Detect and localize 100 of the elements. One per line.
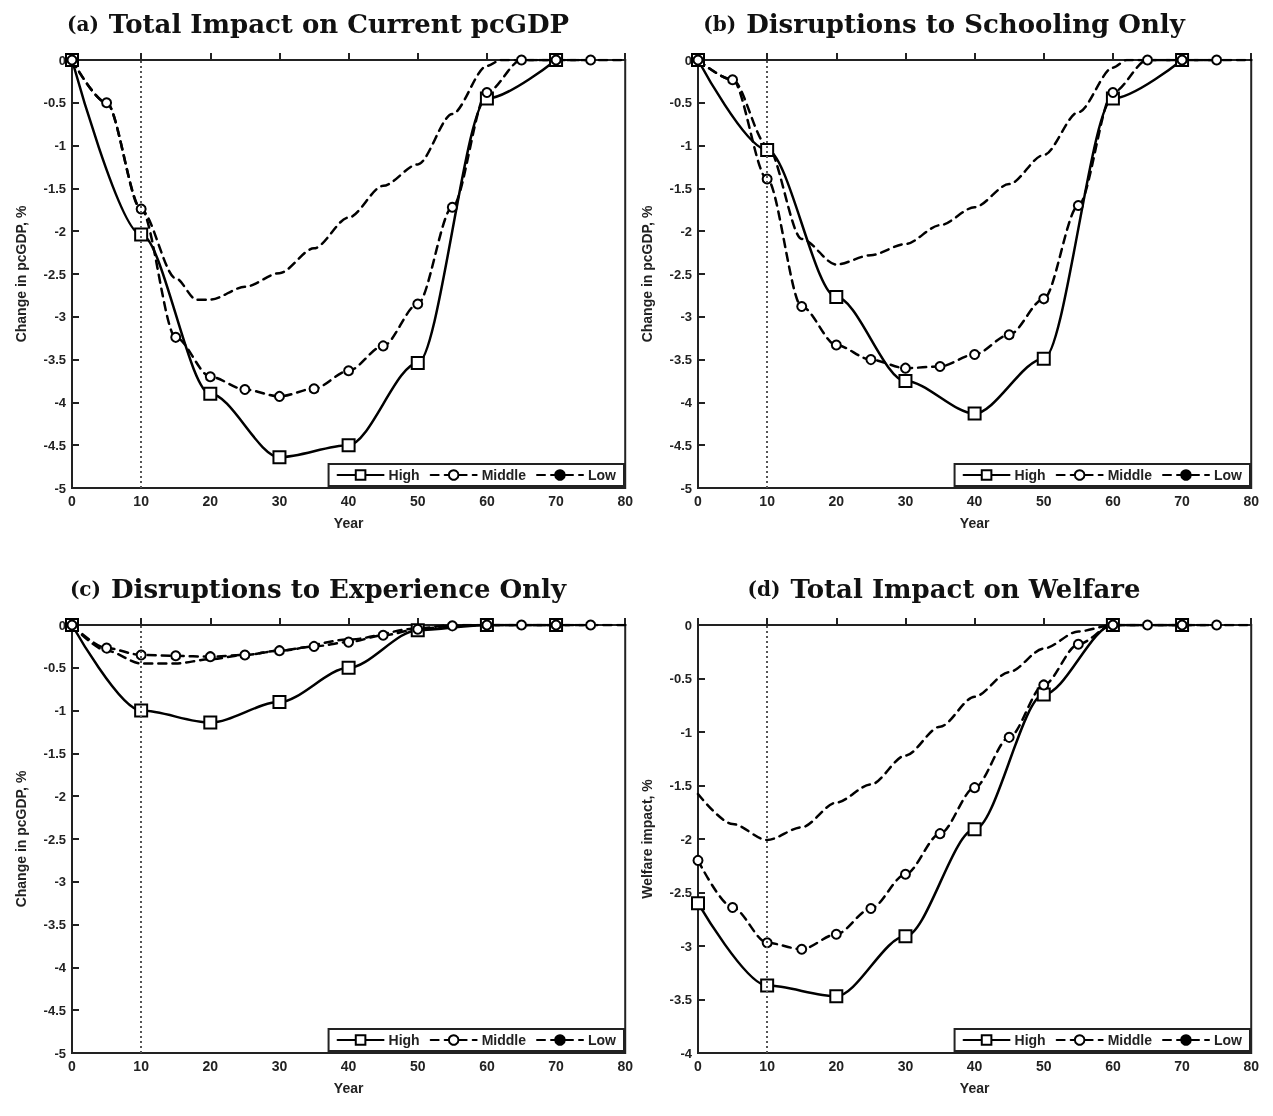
x-tick-label: 20	[202, 493, 219, 509]
y-tick-label: -0.5	[43, 660, 66, 676]
y-tick-label: -0.5	[669, 95, 692, 111]
x-tick-label: 10	[759, 493, 776, 509]
y-tick-label: 0	[58, 617, 66, 633]
legend-label: High	[1014, 467, 1046, 483]
x-axis-title: Year	[333, 515, 364, 531]
x-tick-label: 40	[966, 493, 983, 509]
x-tick-label: 0	[694, 493, 703, 509]
x-tick-label: 70	[548, 493, 565, 509]
y-tick-label: -3.5	[669, 352, 692, 368]
y-tick-label: -1.5	[43, 180, 66, 196]
chart-title: (a) Total Impact on Current pcGDP	[66, 9, 570, 39]
y-tick-label: -1.5	[669, 180, 692, 196]
y-axis-title: Welfare impact, %	[639, 778, 655, 899]
legend-label: Low	[588, 1032, 617, 1048]
y-tick-label: -4	[680, 1045, 693, 1061]
x-tick-label: 20	[828, 493, 845, 509]
y-tick-label: -3	[680, 938, 692, 954]
y-tick-label: -2	[680, 223, 692, 239]
x-tick-label: 0	[68, 1058, 77, 1074]
x-tick-label: 0	[694, 1058, 703, 1074]
x-tick-label: 80	[1243, 1058, 1260, 1074]
x-tick-label: 60	[1105, 1058, 1121, 1074]
chart-title: (c) Disruptions to Experience Only	[69, 574, 567, 604]
x-tick-label: 80	[1243, 493, 1260, 509]
legend-label: Middle	[481, 467, 527, 483]
chart-title: (d) Total Impact on Welfare	[747, 574, 1141, 604]
x-tick-label: 40	[966, 1058, 983, 1074]
y-tick-label: 0	[684, 52, 692, 68]
legend-label: Low	[1214, 1032, 1243, 1048]
legend-label: Middle	[1107, 467, 1153, 483]
x-axis-title: Year	[959, 1080, 990, 1096]
y-tick-label: -2	[54, 788, 66, 804]
x-tick-label: 30	[271, 1058, 288, 1074]
legend-label: High	[388, 467, 420, 483]
y-tick-label: -3.5	[43, 352, 66, 368]
legend-label: High	[388, 1032, 420, 1048]
chart-title: (b) Disruptions to Schooling Only	[703, 9, 1186, 39]
y-tick-label: -2	[680, 831, 692, 847]
x-tick-label: 60	[479, 493, 495, 509]
y-tick-label: 0	[684, 617, 692, 633]
y-tick-label: -5	[54, 480, 66, 496]
x-tick-label: 60	[479, 1058, 495, 1074]
x-tick-label: 20	[202, 1058, 219, 1074]
legend-label: Middle	[481, 1032, 527, 1048]
legend-label: Low	[1214, 467, 1243, 483]
y-tick-label: -2.5	[43, 266, 66, 282]
x-tick-label: 40	[340, 493, 357, 509]
x-tick-label: 20	[828, 1058, 845, 1074]
y-tick-label: 0	[58, 52, 66, 68]
legend-label: Low	[588, 467, 617, 483]
y-tick-label: -3	[54, 874, 66, 890]
x-tick-label: 50	[1035, 1058, 1052, 1074]
y-tick-label: -4	[54, 959, 67, 975]
y-tick-label: -4.5	[669, 437, 692, 453]
x-tick-label: 50	[409, 493, 426, 509]
y-tick-label: -1.5	[669, 778, 692, 793]
y-tick-label: -3.5	[43, 917, 66, 933]
y-tick-label: -4	[54, 394, 67, 410]
x-tick-label: 40	[340, 1058, 357, 1074]
x-tick-label: 50	[1035, 493, 1052, 509]
y-tick-label: -1	[680, 724, 692, 740]
y-tick-label: -4.5	[43, 1002, 66, 1018]
x-tick-label: 70	[548, 1058, 565, 1074]
y-tick-label: -0.5	[669, 671, 692, 686]
y-axis-title: Change in pcGDP, %	[13, 205, 29, 343]
y-tick-label: -1.5	[43, 745, 66, 761]
y-axis-title: Change in pcGDP, %	[639, 205, 655, 343]
y-tick-label: -1	[54, 138, 66, 154]
x-tick-label: 30	[271, 493, 288, 509]
y-tick-label: -4	[680, 394, 693, 410]
x-axis-title: Year	[959, 515, 990, 531]
y-tick-label: -1	[680, 138, 692, 154]
x-tick-label: 50	[409, 1058, 426, 1074]
y-tick-label: -3	[54, 309, 66, 325]
x-tick-label: 30	[897, 493, 914, 509]
x-tick-label: 10	[133, 1058, 150, 1074]
y-tick-label: -5	[680, 480, 692, 496]
x-tick-label: 30	[897, 1058, 914, 1074]
y-tick-label: -2.5	[669, 885, 692, 900]
y-tick-label: -0.5	[43, 95, 66, 111]
y-tick-label: -4.5	[43, 437, 66, 453]
x-tick-label: 70	[1174, 1058, 1191, 1074]
legend-label: Middle	[1107, 1032, 1153, 1048]
x-axis-title: Year	[333, 1080, 364, 1096]
x-tick-label: 10	[759, 1058, 776, 1074]
y-tick-label: -2	[54, 223, 66, 239]
y-tick-label: -3	[680, 309, 692, 325]
x-tick-label: 80	[617, 493, 634, 509]
y-tick-label: -1	[54, 703, 66, 719]
legend-label: High	[1014, 1032, 1046, 1048]
y-tick-label: -5	[54, 1045, 66, 1061]
y-axis-title: Change in pcGDP, %	[13, 770, 29, 908]
y-tick-label: -2.5	[43, 831, 66, 847]
y-tick-label: -2.5	[669, 266, 692, 282]
x-tick-label: 60	[1105, 493, 1121, 509]
x-tick-label: 70	[1174, 493, 1191, 509]
x-tick-label: 0	[68, 493, 77, 509]
y-tick-label: -3.5	[669, 992, 692, 1007]
